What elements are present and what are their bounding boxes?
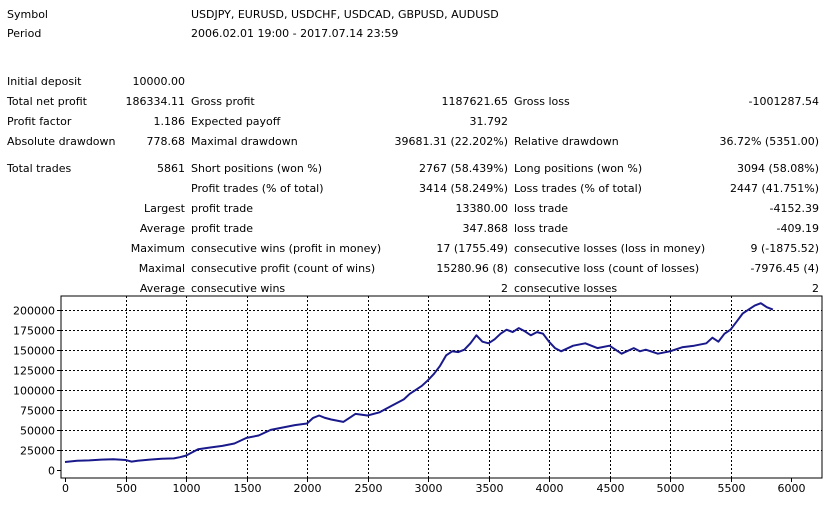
- x-tick-label: 500: [116, 482, 137, 495]
- absolute-drawdown-label: Absolute drawdown: [7, 135, 116, 148]
- loss-trades-value: 2447 (41.751%): [729, 182, 819, 195]
- y-tick-label: 100000: [13, 385, 55, 398]
- maximal-drawdown-label: Maximal drawdown: [191, 135, 298, 148]
- x-tick-label: 2000: [294, 482, 322, 495]
- period-value: 2006.02.01 19:00 - 2017.07.14 23:59: [191, 27, 399, 40]
- max-cons-wins-label: consecutive wins (profit in money): [191, 242, 382, 255]
- maximal-cons-loss-label: consecutive loss (count of losses): [514, 262, 700, 275]
- x-tick-label: 2500: [355, 482, 383, 495]
- relative-drawdown-value: 36.72% (5351.00): [719, 135, 819, 148]
- short-positions-label: Short positions (won %): [191, 162, 323, 175]
- y-tick-label: 125000: [13, 365, 55, 378]
- total-trades-label: Total trades: [7, 162, 72, 175]
- y-tick-label: 75000: [20, 405, 55, 418]
- x-tick-label: 6000: [778, 482, 806, 495]
- profit-factor-value: 1.186: [153, 115, 186, 128]
- gross-loss-value: -1001287.54: [748, 95, 819, 108]
- symbol-label: Symbol: [7, 8, 48, 21]
- total-trades-value: 5861: [157, 162, 185, 175]
- maximal-drawdown-value: 39681.31 (22.202%): [394, 135, 508, 148]
- x-tick-label: 0: [62, 482, 69, 495]
- initial-deposit-value: 10000.00: [132, 75, 186, 88]
- average-label: Average: [139, 222, 185, 235]
- y-tick-label: 175000: [13, 325, 55, 338]
- maximal-cons-profit-value: 15280.96 (8): [436, 262, 508, 275]
- largest-loss-value: -4152.39: [769, 202, 819, 215]
- largest-loss-label: loss trade: [514, 202, 569, 215]
- largest-profit-value: 13380.00: [455, 202, 509, 215]
- equity-line: [64, 302, 774, 463]
- profit-factor-label: Profit factor: [7, 115, 72, 128]
- period-label: Period: [7, 27, 42, 40]
- x-tick-label: 3000: [415, 482, 443, 495]
- maximal-cons-loss-value: -7976.45 (4): [750, 262, 819, 275]
- absolute-drawdown-value: 778.68: [146, 135, 186, 148]
- x-tick-label: 5500: [718, 482, 746, 495]
- x-tick-label: 3500: [476, 482, 504, 495]
- x-tick-label: 1500: [234, 482, 262, 495]
- y-tick-label: 200000: [13, 305, 55, 318]
- initial-deposit-label: Initial deposit: [7, 75, 82, 88]
- y-tick-label: 150000: [13, 345, 55, 358]
- avg-cons-losses-value: 2: [812, 282, 819, 295]
- long-positions-label: Long positions (won %): [514, 162, 643, 175]
- avg-cons-wins-label: consecutive wins: [191, 282, 286, 295]
- short-positions-value: 2767 (58.439%): [418, 162, 508, 175]
- expected-payoff-value: 31.792: [469, 115, 509, 128]
- loss-trades-label: Loss trades (% of total): [514, 182, 642, 195]
- average-loss-label: loss trade: [514, 222, 569, 235]
- long-positions-value: 3094 (58.08%): [736, 162, 819, 175]
- largest-label: Largest: [144, 202, 185, 215]
- average-profit-value: 347.868: [462, 222, 509, 235]
- relative-drawdown-label: Relative drawdown: [514, 135, 619, 148]
- maximal-cons-profit-label: consecutive profit (count of wins): [191, 262, 376, 275]
- gross-profit-value: 1187621.65: [441, 95, 508, 108]
- average-consecutive-label: Average: [139, 282, 185, 295]
- gross-loss-label: Gross loss: [514, 95, 570, 108]
- profit-trades-value: 3414 (58.249%): [418, 182, 508, 195]
- max-cons-losses-value: 9 (-1875.52): [750, 242, 819, 255]
- profit-trades-label: Profit trades (% of total): [191, 182, 324, 195]
- plot-frame: [60, 295, 823, 479]
- average-profit-label: profit trade: [191, 222, 254, 235]
- expected-payoff-label: Expected payoff: [191, 115, 281, 128]
- y-tick-label: 25000: [20, 445, 55, 458]
- avg-cons-losses-label: consecutive losses: [514, 282, 618, 295]
- max-cons-wins-value: 17 (1755.49): [436, 242, 508, 255]
- symbol-value: USDJPY, EURUSD, USDCHF, USDCAD, GBPUSD, …: [191, 8, 499, 21]
- total-net-profit-value: 186334.11: [125, 95, 186, 108]
- total-net-profit-label: Total net profit: [7, 95, 87, 108]
- y-tick-label: 50000: [20, 425, 55, 438]
- maximum-label: Maximum: [130, 242, 185, 255]
- y-tick-label: 0: [48, 465, 55, 478]
- max-cons-losses-label: consecutive losses (loss in money): [514, 242, 706, 255]
- x-tick-label: 5000: [657, 482, 685, 495]
- x-tick-label: 4000: [536, 482, 564, 495]
- gross-profit-label: Gross profit: [191, 95, 255, 108]
- x-tick-label: 4500: [597, 482, 625, 495]
- x-tick-label: 1000: [173, 482, 201, 495]
- avg-cons-wins-value: 2: [501, 282, 508, 295]
- average-loss-value: -409.19: [776, 222, 819, 235]
- largest-profit-label: profit trade: [191, 202, 254, 215]
- maximal-label: Maximal: [138, 262, 185, 275]
